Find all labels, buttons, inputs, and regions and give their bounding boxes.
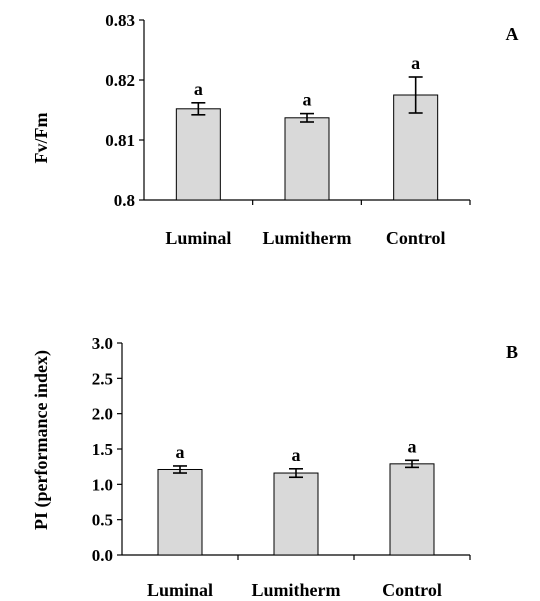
x-tick-label-b: Luminal (147, 580, 213, 600)
y-tick-label-b: 3.0 (92, 334, 113, 353)
x-tick-label-b: Lumitherm (252, 580, 341, 600)
significance-letter-a: a (303, 90, 312, 110)
chart-panel-a: A Fv/Fm 0.8 0.81 0.82 0.83 a Luminal a Lumither… (31, 11, 519, 248)
x-tick-label-a: Lumitherm (263, 228, 352, 248)
significance-letter-b: a (292, 445, 301, 465)
y-tick-label-b: 0.0 (92, 546, 113, 565)
y-tick-label-b: 2.0 (92, 405, 113, 424)
panel-label-b: B (506, 342, 518, 362)
x-tick-label-a: Control (386, 228, 446, 248)
y-tick-label-b: 1.5 (92, 440, 113, 459)
bar-a (175, 108, 221, 201)
y-tick-label-a: 0.81 (105, 131, 135, 150)
significance-letter-a: a (411, 53, 420, 73)
y-axis-label-a: Fv/Fm (31, 113, 51, 164)
significance-letter-b: a (176, 442, 185, 462)
panel-label-a: A (506, 24, 519, 44)
x-tick-label-a: Luminal (165, 228, 231, 248)
y-axis-label-b: PI (performance index) (31, 350, 52, 530)
bar-b (273, 472, 319, 556)
significance-letter-a: a (194, 79, 203, 99)
y-tick-label-a: 0.82 (105, 71, 135, 90)
y-tick-label-a: 0.8 (114, 191, 135, 210)
significance-letter-b: a (408, 436, 417, 456)
y-tick-label-b: 1.0 (92, 475, 113, 494)
bar-b (157, 468, 203, 556)
bar-a (284, 117, 330, 201)
y-tick-label-b: 2.5 (92, 369, 113, 388)
chart-panel-b: B PI (performance index) 0.0 0.5 1.0 1.5 2.0… (31, 334, 518, 600)
bar-b (389, 463, 435, 556)
y-tick-label-b: 0.5 (92, 511, 113, 530)
x-tick-label-b: Control (382, 580, 442, 600)
y-tick-label-a: 0.83 (105, 11, 135, 30)
